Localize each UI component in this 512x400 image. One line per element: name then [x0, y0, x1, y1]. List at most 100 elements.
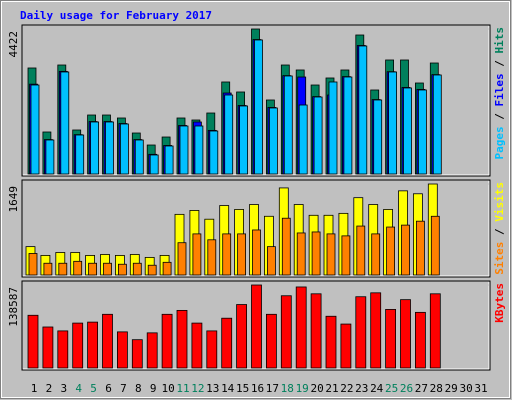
- bar: [162, 261, 172, 276]
- bar: [146, 332, 158, 369]
- bar: [356, 225, 366, 276]
- bar: [132, 262, 142, 276]
- x-tick-label: 16: [251, 382, 264, 395]
- bar: [207, 239, 217, 276]
- bar: [90, 121, 99, 175]
- bar: [326, 233, 336, 276]
- bar: [120, 123, 129, 175]
- bar: [311, 231, 321, 276]
- x-tick-label: 23: [355, 382, 368, 395]
- x-tick-label: 4: [75, 382, 82, 395]
- bar: [310, 293, 322, 369]
- x-tick-label: 13: [206, 382, 219, 395]
- legend-label: Pages: [493, 126, 506, 159]
- legend-separator: /: [493, 222, 506, 242]
- bar: [28, 253, 38, 276]
- bar: [358, 45, 368, 175]
- x-tick-label: 25: [385, 382, 398, 395]
- x-tick-label: 18: [281, 382, 294, 395]
- bar: [73, 260, 83, 276]
- bar: [252, 229, 261, 276]
- x-tick-label: 21: [325, 382, 338, 395]
- bar: [430, 215, 440, 276]
- bar: [268, 107, 278, 175]
- bar: [179, 125, 189, 175]
- bar: [57, 330, 69, 369]
- bar: [191, 322, 203, 369]
- bar: [194, 125, 204, 175]
- x-tick-label: 31: [474, 382, 487, 395]
- bar: [370, 292, 382, 369]
- bar: [266, 246, 276, 276]
- bar: [373, 99, 383, 175]
- bar: [432, 74, 442, 175]
- bar: [60, 71, 70, 175]
- y-tick-label: 138587: [7, 287, 20, 327]
- x-tick-label: 14: [221, 382, 235, 395]
- bar: [298, 104, 308, 175]
- legend-label: Sites: [493, 242, 506, 275]
- x-tick-label: 3: [60, 382, 67, 395]
- x-tick-label: 17: [266, 382, 279, 395]
- bar: [102, 313, 113, 369]
- bar: [58, 262, 68, 276]
- bar: [254, 39, 263, 175]
- bar: [417, 89, 427, 175]
- bar: [206, 330, 218, 369]
- bar: [27, 314, 39, 369]
- legend-label: Files: [493, 73, 506, 106]
- bar: [283, 75, 293, 175]
- x-tick-label: 12: [191, 382, 204, 395]
- legend-separator: /: [493, 54, 506, 74]
- bar: [30, 84, 40, 175]
- bar: [415, 220, 425, 276]
- bar: [221, 317, 233, 369]
- bar: [134, 139, 144, 175]
- x-tick-label: 6: [105, 382, 112, 395]
- x-tick-label: 2: [46, 382, 53, 395]
- bar: [295, 286, 307, 369]
- x-tick-label: 28: [430, 382, 443, 395]
- x-tick-label: 9: [150, 382, 157, 395]
- bar: [296, 232, 306, 276]
- bar: [385, 309, 397, 369]
- bar: [103, 262, 112, 276]
- bar: [236, 304, 248, 369]
- legend: Sites / Visits: [493, 182, 506, 275]
- bar: [222, 233, 232, 276]
- x-tick-label: 1: [31, 382, 38, 395]
- x-tick-label: 20: [310, 382, 323, 395]
- bar: [177, 242, 187, 276]
- x-tick-label: 5: [90, 382, 97, 395]
- x-tick-label: 27: [415, 382, 428, 395]
- chart-title: Daily usage for February 2017: [20, 9, 212, 22]
- x-tick-label: 19: [296, 382, 309, 395]
- bar: [403, 87, 412, 175]
- x-tick-label: 8: [135, 382, 142, 395]
- bar: [75, 134, 85, 175]
- bar: [343, 76, 353, 175]
- bar: [388, 71, 398, 175]
- x-tick-label: 24: [370, 382, 384, 395]
- bar: [105, 121, 114, 175]
- bar: [42, 326, 54, 369]
- bar: [371, 233, 381, 276]
- x-tick-label: 11: [176, 382, 189, 395]
- legend-label: KBytes: [493, 283, 506, 323]
- bar: [192, 233, 202, 276]
- bar: [251, 284, 262, 369]
- bar: [224, 94, 234, 175]
- bar: [164, 145, 174, 175]
- x-tick-label: 26: [400, 382, 413, 395]
- bar: [325, 315, 337, 369]
- bar: [147, 264, 157, 276]
- bar: [88, 262, 97, 276]
- y-tick-label: 4422: [7, 31, 20, 58]
- bar: [237, 233, 247, 276]
- x-tick-label: 22: [340, 382, 353, 395]
- legend: Pages / Files / Hits: [493, 27, 506, 160]
- y-tick-label: 1649: [7, 186, 20, 213]
